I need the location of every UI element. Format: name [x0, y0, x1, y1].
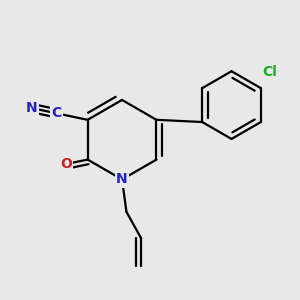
- Text: Cl: Cl: [262, 65, 277, 79]
- Text: N: N: [116, 172, 128, 186]
- Text: C: C: [52, 106, 62, 120]
- Text: O: O: [61, 157, 72, 171]
- Text: N: N: [26, 101, 38, 115]
